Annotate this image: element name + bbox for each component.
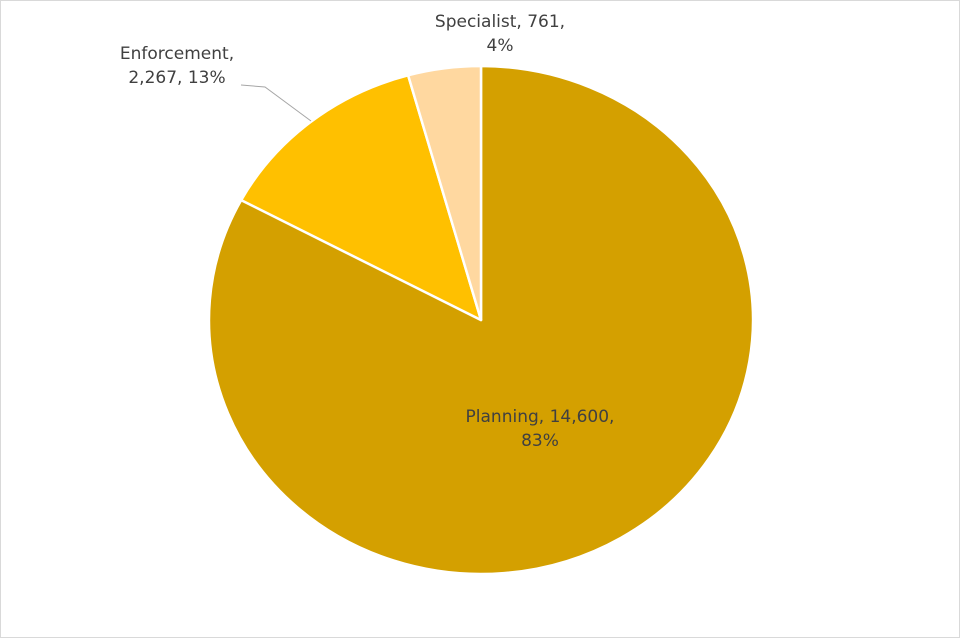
data-label-line: 83% [521, 431, 559, 451]
data-label-enforcement: Enforcement, 2,267, 13% [120, 44, 234, 88]
data-label-line: Enforcement, [120, 44, 234, 64]
data-label-line: Specialist, 761, [435, 12, 565, 32]
pie-slices [207, 64, 755, 576]
data-label-planning: Planning, 14,600, 83% [466, 407, 615, 451]
data-label-line: 4% [487, 36, 514, 56]
pie-slice-enforcement [239, 74, 483, 322]
data-label-line: 2,267, 13% [128, 68, 225, 88]
pie-slice-specialist [406, 64, 483, 322]
data-label-line: Planning, 14,600, [466, 407, 615, 427]
leader-line-enforcement [240, 84, 312, 122]
leader-lines [240, 84, 312, 122]
data-label-specialist: Specialist, 761, 4% [435, 12, 565, 56]
data-labels: Planning, 14,600, 83% Enforcement, 2,267, 1… [120, 12, 615, 451]
